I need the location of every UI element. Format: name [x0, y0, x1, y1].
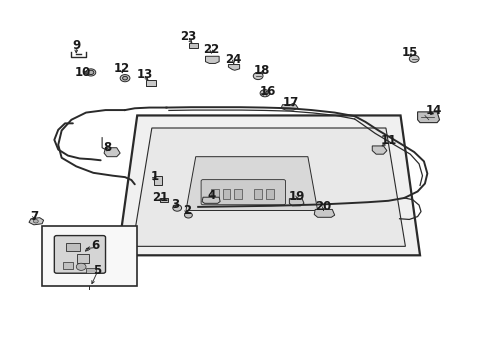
Text: 15: 15 — [401, 46, 418, 59]
Text: 12: 12 — [113, 62, 129, 75]
Text: 3: 3 — [171, 198, 179, 211]
Polygon shape — [118, 116, 419, 255]
Text: 6: 6 — [91, 239, 100, 252]
Circle shape — [408, 55, 418, 62]
Bar — [254, 189, 262, 199]
Bar — [159, 198, 168, 202]
Circle shape — [86, 69, 96, 76]
Text: 21: 21 — [152, 192, 168, 204]
Text: 9: 9 — [72, 39, 80, 52]
Text: 10: 10 — [74, 66, 91, 79]
Polygon shape — [417, 112, 439, 123]
Text: 22: 22 — [203, 42, 219, 55]
Bar — [42, 226, 137, 286]
Text: 5: 5 — [93, 264, 101, 277]
Bar — [86, 268, 96, 273]
Text: 19: 19 — [288, 190, 305, 203]
Circle shape — [122, 76, 127, 80]
Text: 11: 11 — [380, 134, 396, 147]
Text: 1: 1 — [150, 170, 158, 183]
Circle shape — [76, 263, 86, 270]
Polygon shape — [202, 197, 220, 203]
Polygon shape — [281, 105, 298, 110]
Bar — [154, 176, 161, 185]
Circle shape — [172, 205, 181, 211]
Text: 20: 20 — [315, 201, 331, 213]
Polygon shape — [132, 128, 405, 246]
Circle shape — [88, 70, 94, 75]
Polygon shape — [185, 157, 317, 211]
FancyBboxPatch shape — [54, 235, 105, 273]
Polygon shape — [228, 64, 239, 70]
Text: 8: 8 — [102, 141, 111, 154]
Text: 4: 4 — [207, 189, 215, 202]
Bar — [65, 243, 80, 251]
Polygon shape — [104, 148, 120, 157]
Polygon shape — [29, 218, 43, 225]
Bar — [188, 43, 197, 48]
Text: 18: 18 — [253, 64, 269, 77]
Circle shape — [253, 72, 263, 80]
Bar — [62, 262, 73, 269]
FancyBboxPatch shape — [201, 180, 285, 205]
Text: 13: 13 — [136, 68, 152, 81]
Text: 17: 17 — [282, 96, 298, 109]
Polygon shape — [205, 56, 219, 63]
Bar — [233, 189, 241, 199]
Text: 2: 2 — [183, 204, 191, 217]
Circle shape — [120, 75, 130, 82]
Text: 24: 24 — [225, 53, 242, 66]
Text: 14: 14 — [425, 104, 441, 117]
Circle shape — [33, 220, 38, 223]
Circle shape — [260, 90, 269, 97]
Polygon shape — [314, 210, 334, 217]
Text: 7: 7 — [30, 210, 38, 223]
Bar — [211, 189, 219, 199]
Text: 16: 16 — [259, 85, 276, 98]
Text: 23: 23 — [180, 30, 196, 43]
Bar — [145, 80, 156, 86]
Bar — [222, 189, 230, 199]
Polygon shape — [371, 146, 386, 154]
Bar — [76, 254, 88, 263]
Circle shape — [184, 212, 192, 218]
Bar — [266, 189, 274, 199]
Polygon shape — [289, 199, 304, 206]
